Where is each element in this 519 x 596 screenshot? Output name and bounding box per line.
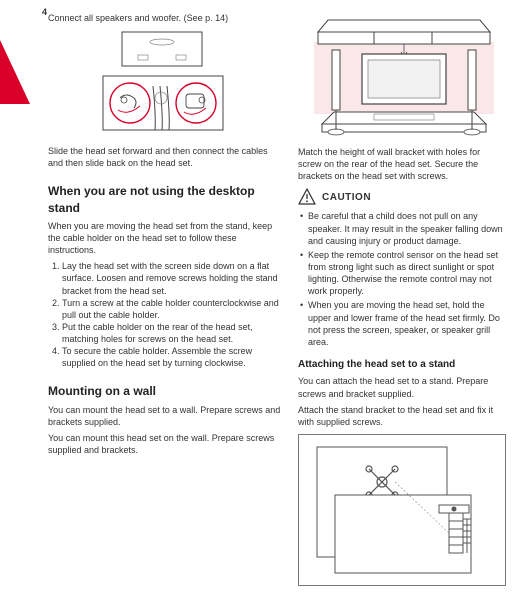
- not-using-step-2: Turn a screw at the cable holder counter…: [62, 297, 283, 321]
- step2-text: Match the height of wall bracket with ho…: [298, 146, 506, 182]
- mounting-step1: You can mount this head set on the wall.…: [48, 432, 283, 456]
- not-using-heading: When you are not using the desktop stand: [48, 183, 283, 215]
- figure-speaker-connections: [98, 30, 283, 135]
- not-using-step-4: To secure the cable holder. Assemble the…: [62, 345, 283, 369]
- mounting-heading: Mounting on a wall: [48, 383, 283, 399]
- right-column: Match the height of wall bracket with ho…: [298, 8, 506, 596]
- caution-row: CAUTION: [298, 188, 506, 206]
- not-using-step-3: Put the cable holder on the rear of the …: [62, 321, 283, 345]
- side-tab: [0, 40, 30, 104]
- warning-icon: [298, 188, 316, 206]
- mounting-intro: You can mount the head set to a wall. Pr…: [48, 404, 283, 428]
- page-number: 4: [42, 6, 47, 18]
- step7-text: Slide the head set forward and then conn…: [48, 145, 283, 169]
- attach-heading: Attaching the head set to a stand: [298, 358, 506, 372]
- caution-label: CAUTION: [322, 191, 371, 205]
- figure-room-setup: [304, 14, 506, 136]
- caution-list: Be careful that a child does not pull on…: [298, 210, 506, 348]
- left-column: Connect all speakers and woofer. (See p.…: [48, 8, 283, 460]
- attach-intro: You can attach the head set to a stand. …: [298, 375, 506, 399]
- caution-item-2: Keep the remote control sensor on the he…: [298, 249, 506, 298]
- figure-bracket-diagram: [298, 434, 506, 586]
- not-using-steps: Lay the head set with the screen side do…: [48, 260, 283, 369]
- not-using-step-1: Lay the head set with the screen side do…: [62, 260, 283, 296]
- step6-text: Connect all speakers and woofer. (See p.…: [48, 12, 283, 24]
- attach-step1: Attach the stand bracket to the head set…: [298, 404, 506, 428]
- caution-item-1: Be careful that a child does not pull on…: [298, 210, 506, 246]
- not-using-text: When you are moving the head set from th…: [48, 220, 283, 256]
- caution-item-3: When you are moving the head set, hold t…: [298, 299, 506, 348]
